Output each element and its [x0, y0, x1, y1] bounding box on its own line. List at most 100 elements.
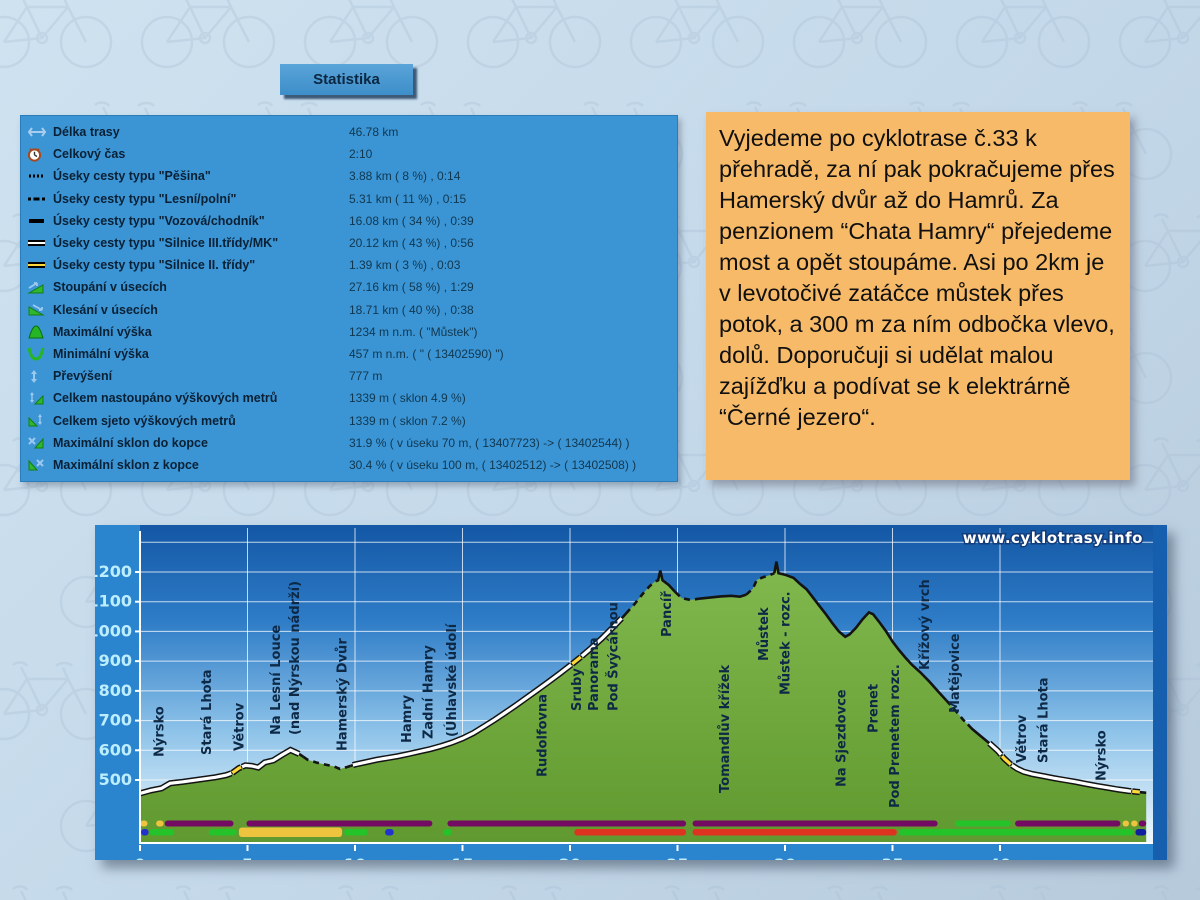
stat-row: Stoupání v úsecích 27.16 km ( 58 %) , 1:2… — [27, 277, 671, 298]
surface-bar-lower — [238, 827, 343, 837]
stat-label: Celkem sjeto výškových metrů — [53, 413, 236, 428]
bicycle-watermark — [133, 876, 283, 900]
stat-label: Úseky cesty typu "Silnice III.třídy/MK" — [53, 236, 279, 251]
stat-value: 20.12 km ( 43 %) , 0:56 — [349, 236, 474, 251]
surface-bar-upper — [692, 820, 938, 827]
surface-bar-upper — [1015, 820, 1121, 827]
elevation-chart-svg: 500 600 700 800 900 1000 1100 1200 0 5 10 15 20 25 30 3… — [95, 525, 1167, 860]
stat-value: 30.4 % ( v úseku 100 m, ( 13402512) -> (… — [349, 457, 637, 472]
bicycle-icon — [12, 885, 73, 900]
chart-watermark: www.cyklotrasy.info — [963, 529, 1143, 547]
bicycle-watermark — [785, 876, 935, 900]
stat-label: Úseky cesty typu "Lesní/polní" — [53, 191, 237, 206]
route-segment-white — [139, 771, 232, 795]
road-yellow-icon — [27, 258, 53, 272]
climb-icon — [27, 280, 53, 295]
bicycle-icon — [792, 0, 928, 69]
clock-icon — [27, 147, 53, 162]
stat-label: Minimální výška — [53, 346, 149, 361]
route-line — [139, 561, 1147, 797]
stat-row: Maximální výška 1234 m n.m. ( "Můstek") — [27, 321, 671, 342]
place-label: Stará Lhota — [1036, 677, 1051, 763]
stat-row: Úseky cesty typu "Silnice III.třídy/MK" 2… — [27, 233, 671, 254]
route-segment-yellow — [231, 765, 242, 775]
route-segment-white — [580, 617, 623, 658]
elevation-range-icon — [27, 369, 53, 384]
bicycle-icon — [0, 0, 113, 69]
stat-value: 1.39 km ( 3 %) , 0:03 — [349, 258, 461, 273]
x-tick-label: 10 — [344, 855, 366, 860]
x-tick-label: 40 — [989, 855, 1011, 860]
place-label: Hamry — [400, 694, 415, 743]
place-label: Zadní Hamry — [421, 645, 436, 739]
route-segment-white — [1010, 763, 1132, 793]
bicycle-icon — [1153, 885, 1200, 900]
stat-row: Úseky cesty typu "Vozová/chodník" 16.08 k… — [27, 210, 671, 231]
stat-row: Úseky cesty typu "Silnice II. třídy" 1.39… — [27, 255, 671, 276]
stat-label: Celkem nastoupáno výškových metrů — [53, 391, 278, 406]
bicycle-watermark — [0, 0, 120, 77]
line-solid-icon — [27, 214, 53, 228]
stat-value: 1339 m ( sklon 7.2 %) — [349, 413, 466, 428]
surface-bars — [140, 820, 1147, 837]
bicycle-icon — [466, 0, 602, 69]
surface-bar-lower — [574, 829, 687, 836]
elevation-area — [140, 561, 1147, 842]
tab-statistika[interactable]: Statistika — [280, 64, 413, 95]
route-length-icon — [27, 125, 53, 139]
elevation-chart: 500 600 700 800 900 1000 1100 1200 0 5 10 15 20 25 30 3… — [95, 525, 1167, 860]
place-label: (nad Nýrskou nádrží) — [288, 581, 303, 735]
x-tick-label: 20 — [559, 855, 581, 860]
stat-label: Převýšení — [53, 369, 113, 384]
x-tick-label: 35 — [881, 855, 903, 860]
route-segment-solid — [698, 593, 747, 600]
x-tick-label: 0 — [134, 855, 145, 860]
bicycle-watermark — [948, 876, 1098, 900]
bicycle-icon — [338, 885, 399, 900]
place-label: Můstek — [757, 607, 772, 661]
line-dotted-icon — [27, 169, 53, 183]
bicycle-icon — [664, 885, 725, 900]
stat-label: Maximální sklon do kopce — [53, 435, 208, 450]
bicycle-icon — [955, 0, 1091, 69]
route-segment-white — [988, 742, 1003, 756]
stat-label: Úseky cesty typu "Pěšina" — [53, 169, 211, 184]
bicycle-watermark — [133, 0, 283, 77]
route-segment-yellow — [571, 655, 582, 666]
y-tick-label: 900 — [99, 651, 132, 670]
stat-row: Celkový čas 2:10 — [27, 144, 671, 165]
surface-bar-lower — [692, 829, 897, 836]
stat-value: 777 m — [349, 369, 383, 384]
bicycle-icon — [140, 0, 276, 69]
stat-value: 1234 m n.m. ( "Můstek") — [349, 324, 478, 339]
route-segment-white — [352, 663, 573, 767]
statistics-table: Délka trasy 46.78 km Celkový čas 2:10 Úseky … — [20, 115, 678, 482]
bicycle-watermark — [948, 0, 1098, 77]
place-label: Na Lesní Louce — [269, 625, 284, 735]
place-label: Pod Švýcárnou — [605, 602, 621, 711]
surface-bar-lower — [344, 829, 368, 836]
stat-value: 16.08 km ( 34 %) , 0:39 — [349, 213, 474, 228]
place-label: Nýrsko — [1094, 730, 1109, 781]
route-description: Vyjedeme po cyklotrase č.33 k přehradě, … — [706, 112, 1130, 480]
stat-value: 5.31 km ( 11 %) , 0:15 — [349, 191, 467, 206]
x-tick-label: 30 — [774, 855, 796, 860]
stat-value: 1339 m ( sklon 4.9 %) — [349, 391, 466, 406]
bicycle-watermark — [785, 0, 935, 77]
bicycle-icon — [827, 885, 888, 900]
bicycle-icon — [501, 885, 562, 900]
stat-label: Maximální výška — [53, 324, 152, 339]
y-tick-label: 500 — [99, 770, 132, 789]
surface-bar-upper — [156, 820, 164, 827]
place-label: Můstek - rozc. — [778, 591, 793, 695]
bicycle-icon — [1118, 0, 1200, 69]
max-grade-up-icon — [27, 435, 53, 450]
stat-value: 2:10 — [349, 147, 373, 162]
stat-value: 46.78 km — [349, 125, 399, 140]
route-segment-yellow — [1132, 789, 1140, 794]
surface-bar-lower — [385, 829, 394, 836]
stat-label: Maximální sklon z kopce — [53, 457, 199, 472]
route-segment-solid — [773, 561, 948, 702]
place-label: Pancíř — [660, 591, 675, 637]
tab-statistika-label: Statistika — [313, 71, 380, 88]
